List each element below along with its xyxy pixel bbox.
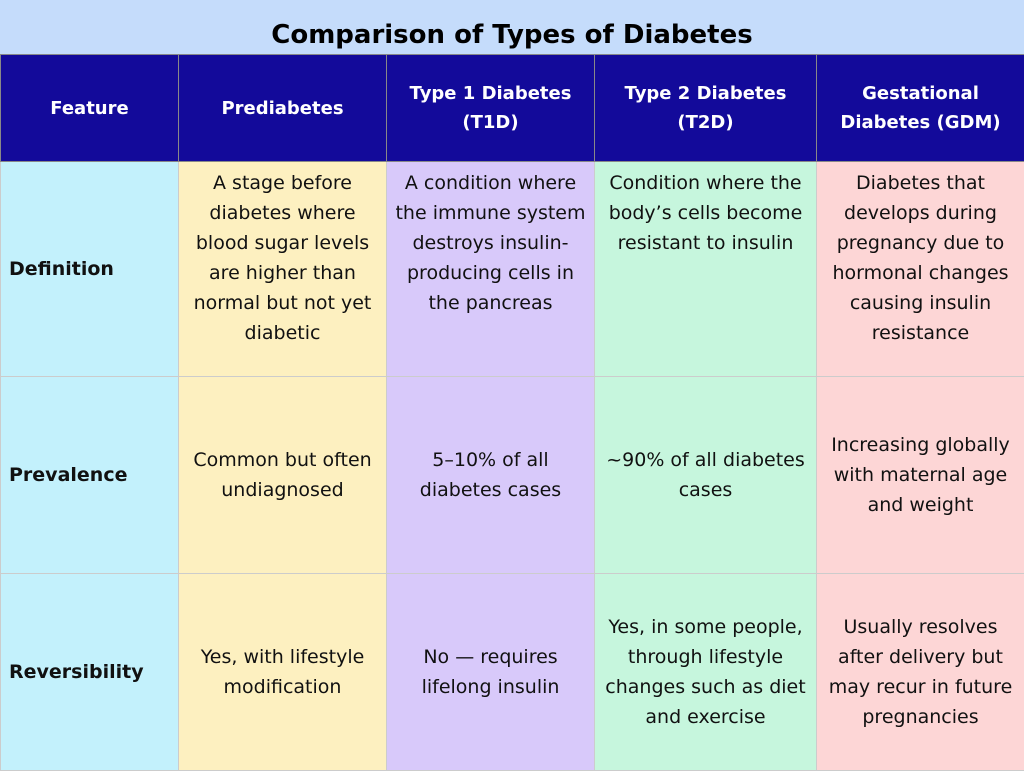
cell: 5–10% of all diabetes cases (387, 377, 595, 574)
cell: Diabetes that develops during pregnancy … (817, 162, 1024, 377)
row-label: Prevalence (1, 377, 179, 574)
header-cell: Gestational Diabetes (GDM) (817, 55, 1024, 162)
cell: No — requires lifelong insulin (387, 574, 595, 771)
header-cell: Type 2 Diabetes (T2D) (595, 55, 817, 162)
cell: A stage before diabetes where blood suga… (179, 162, 387, 377)
header-cell: Prediabetes (179, 55, 387, 162)
header-cell: Type 1 Diabetes (T1D) (387, 55, 595, 162)
cell: ~90% of all diabetes cases (595, 377, 817, 574)
cell: Increasing globally with maternal age an… (817, 377, 1024, 574)
cell: Yes, in some people, through lifestyle c… (595, 574, 817, 771)
cell: Condition where the body’s cells become … (595, 162, 817, 377)
cell: Yes, with lifestyle modification (179, 574, 387, 771)
title: Comparison of Types of Diabetes (0, 0, 1024, 54)
cell: A condition where the immune system dest… (387, 162, 595, 377)
header-cell: Feature (1, 55, 179, 162)
cell: Usually resolves after delivery but may … (817, 574, 1024, 771)
row-label: Reversibility (1, 574, 179, 771)
cell: Common but often undiagnosed (179, 377, 387, 574)
row-label: Definition (1, 162, 179, 377)
